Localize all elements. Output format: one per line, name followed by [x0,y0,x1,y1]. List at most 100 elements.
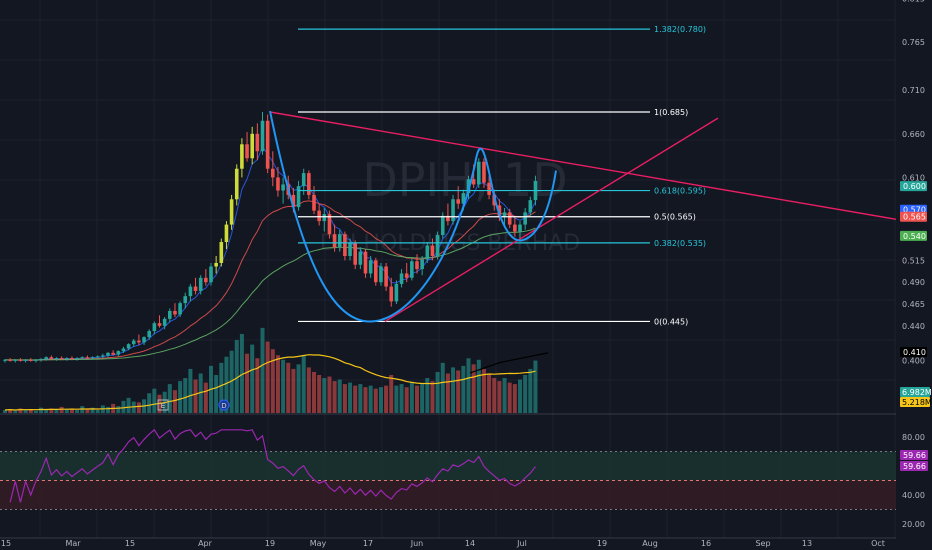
candle-body [332,234,337,248]
price-badge [900,347,927,357]
volume-bar [291,368,296,413]
candle-body [28,359,33,361]
volume-bar [198,373,203,413]
price-badge [900,181,927,192]
candle-body [95,356,100,358]
black-annotation-line [469,352,549,374]
candle-body [85,357,90,359]
volume-bar [306,367,311,413]
volume-bar [136,402,141,413]
candle-body [178,303,182,315]
volume-bar [95,409,100,413]
rsi-background [0,451,896,510]
price-badge [900,211,927,222]
candle-body [214,262,218,267]
candle-body [59,358,64,360]
price-tick-label: 0.440 [902,322,925,331]
volume-bar [286,362,291,413]
volume-bar [75,409,80,413]
ma-line [5,227,536,361]
volume-bar [528,368,533,413]
time-tick-label: 19 [597,539,607,548]
dividend-marker [218,399,230,411]
candle-body [54,358,59,360]
rsi-badge [900,450,928,460]
volume-bar [224,356,229,413]
candle-body [513,224,517,232]
volume-badge-label: 5.218M [902,398,932,407]
price-badge-label: 0.600 [903,182,926,191]
time-tick-label: May [310,539,327,548]
volume-bar [404,387,409,413]
candles [3,112,538,363]
volume-bar [466,358,471,413]
rsi-badge-label: 59.66 [903,462,926,471]
rsi-line [9,428,536,503]
candle-body [168,310,172,319]
time-axis: 15 Mar 15 Apr 19 May 17 Jun 14 Jul 19 Aug 16 Sep 13 Oct [1,539,885,548]
volume-bar [250,344,255,413]
volume-bar [152,388,157,413]
volume-bar [451,367,456,413]
price-badge-label: 0.540 [903,232,926,241]
volume-bar [265,341,270,413]
candle-body [44,357,48,359]
price-badge-label: 0.410 [903,348,926,357]
volume-bar [33,410,38,413]
candle-body [301,173,306,187]
fib-label: 1(0.685) [654,108,688,117]
fib-levels: 1.618(0.835)1.382(0.780)1(0.685)0.618(0.… [298,25,706,326]
volume-bar [487,373,492,413]
candle-body [75,358,79,360]
candle-body [276,177,280,191]
candle-body [255,133,260,152]
fib-label: 0.5(0.565) [654,213,696,222]
candle-body [523,212,527,225]
candle-body [39,358,43,360]
volume-bar [363,387,368,413]
volume-bar [327,376,332,413]
volume-bars [3,327,538,413]
time-tick-label: Oct [871,539,885,548]
volume-bar [54,409,59,413]
candle-body [70,358,74,360]
price-tick-label: 0.515 [902,256,925,265]
volume-bar [353,385,358,413]
volume-bar [39,407,44,413]
candle-body [80,357,85,359]
cup-curve [269,110,476,323]
price-badge-label: 0.570 [903,206,926,215]
volume-bar [440,362,445,413]
candle-body [518,224,522,232]
volume-bar [471,364,476,413]
time-tick-label: Jun [410,539,424,548]
candle-body [126,344,131,349]
volume-bar [502,378,507,413]
time-tick-label: Aug [642,539,658,548]
candle-body [358,251,363,265]
candle-body [193,286,198,291]
time-tick-label: 14 [465,539,475,548]
event-marker-label: D [221,402,226,410]
candle-body [198,277,203,291]
volume-bar [373,388,378,413]
volume-bar [358,384,363,413]
volume-bar [420,384,425,413]
volume-bar [399,384,404,413]
volume-bar [126,397,131,413]
volume-bar [8,409,13,413]
volume-bar [255,358,260,413]
volume-badge [900,387,930,397]
candle-body [343,234,347,256]
time-tick-label: 13 [802,539,812,548]
price-tick-label: 0.610 [902,173,925,182]
candle-body [307,173,311,195]
volume-ma [4,354,536,411]
volume-bar [378,387,383,413]
candle-body [317,210,321,222]
trendline-support [384,117,719,323]
candle-body [471,179,476,185]
volume-bar [476,359,481,413]
candle-body [229,199,234,225]
